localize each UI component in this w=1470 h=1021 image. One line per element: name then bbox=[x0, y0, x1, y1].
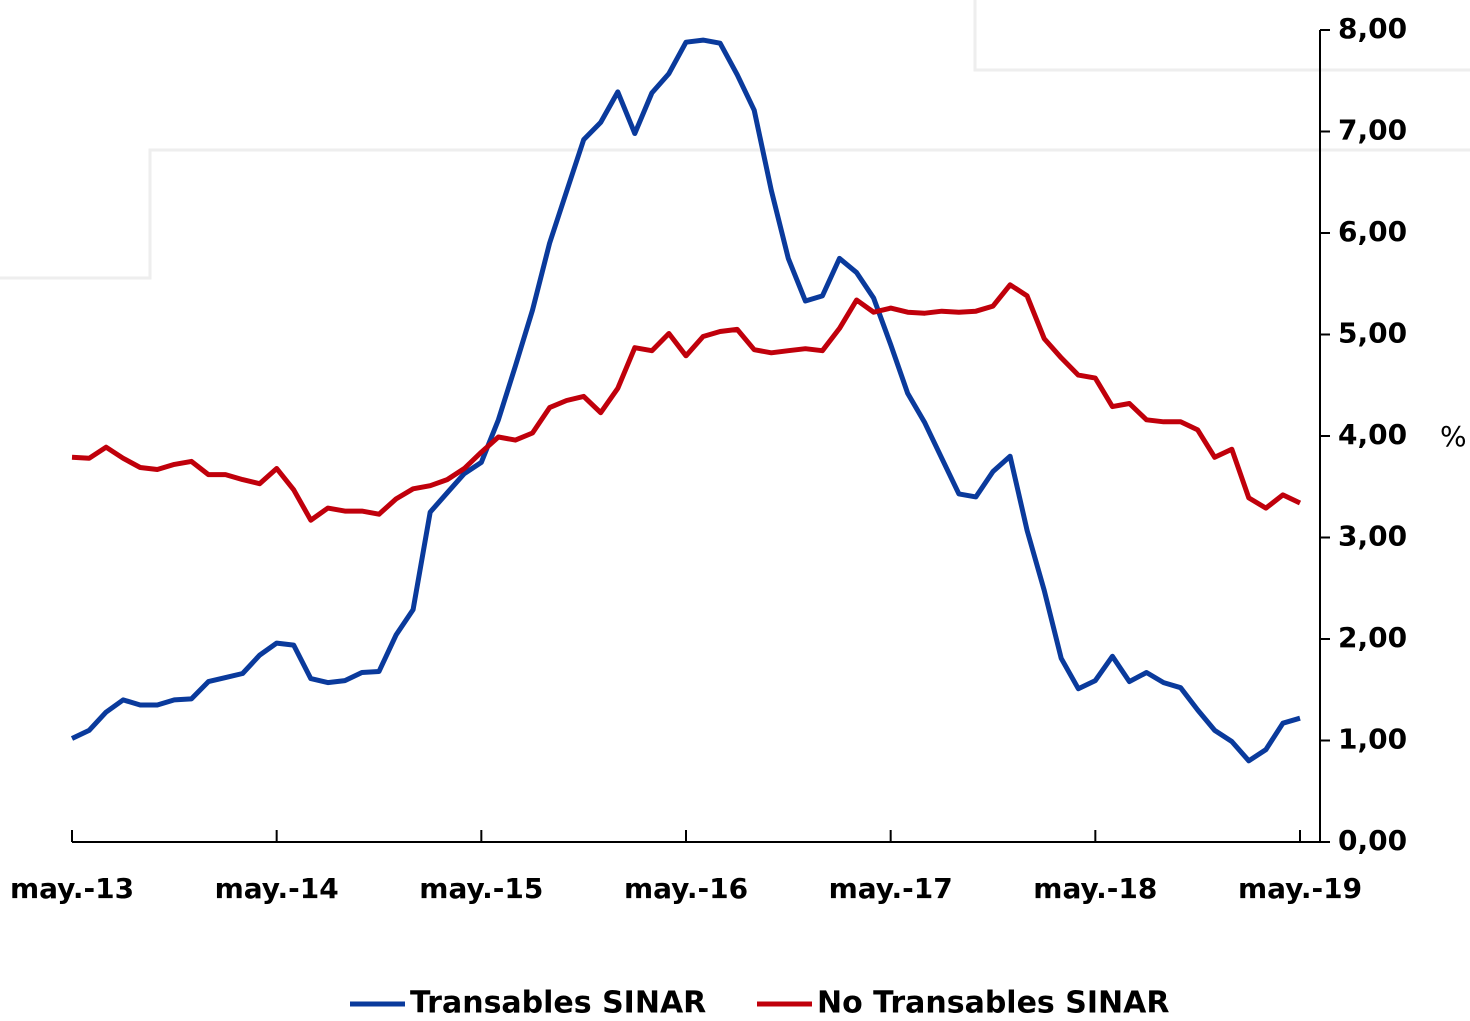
x-tick-label: may.-18 bbox=[1033, 872, 1157, 905]
y-tick-label: 1,00 bbox=[1338, 723, 1407, 756]
series-line bbox=[71, 282, 1302, 523]
x-tick-label: may.-14 bbox=[215, 872, 339, 905]
x-tick-label: may.-17 bbox=[829, 872, 953, 905]
legend-label: Transables SINAR bbox=[410, 986, 706, 1021]
y-tick-label: 7,00 bbox=[1338, 114, 1407, 147]
x-tick-label: may.-19 bbox=[1238, 872, 1362, 905]
y-tick-label: 4,00 bbox=[1338, 418, 1407, 451]
y-tick-label: 2,00 bbox=[1338, 621, 1407, 654]
background-shape bbox=[0, 148, 1470, 280]
x-tick-label: may.-16 bbox=[624, 872, 748, 905]
y-tick-label: 6,00 bbox=[1338, 215, 1407, 248]
y-axis-unit: % bbox=[1440, 420, 1467, 453]
background-shape bbox=[973, 0, 1470, 72]
x-tick-label: may.-15 bbox=[419, 872, 543, 905]
y-tick-label: 3,00 bbox=[1338, 520, 1407, 553]
x-tick-label: may.-13 bbox=[10, 872, 134, 905]
y-tick-label: 0,00 bbox=[1338, 824, 1407, 857]
series-line bbox=[70, 37, 1301, 764]
y-tick-label: 8,00 bbox=[1338, 12, 1407, 45]
legend-label: No Transables SINAR bbox=[817, 986, 1169, 1021]
y-tick-label: 5,00 bbox=[1338, 317, 1407, 350]
